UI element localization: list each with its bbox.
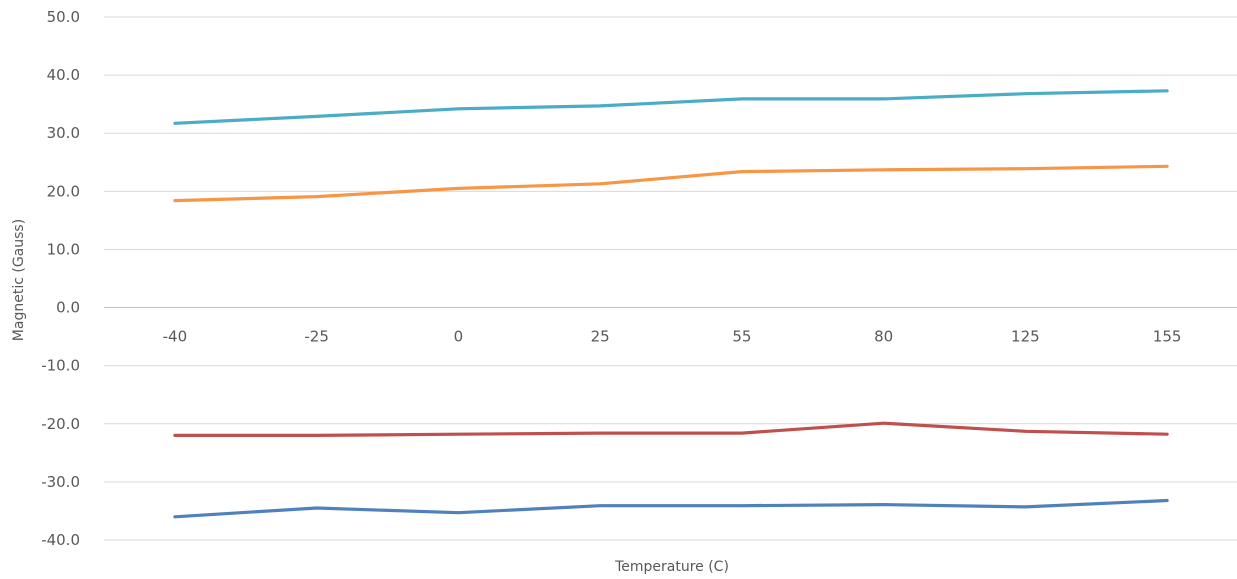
x-tick-label: -25 [304, 328, 329, 346]
y-axis-ticks: 50.0 40.0 30.0 20.0 10.0 0.0 -10.0 -20.0 -30.0 -4… [41, 8, 80, 549]
y-tick-label: 40.0 [47, 66, 80, 84]
y-tick-label: 10.0 [47, 240, 80, 258]
series-line-3 [173, 421, 1169, 437]
x-tick-label: -40 [163, 328, 188, 346]
y-tick-label: -30.0 [41, 473, 80, 491]
y-tick-label: -20.0 [41, 415, 80, 433]
y-tick-label: 30.0 [47, 124, 80, 142]
x-tick-label: 25 [591, 328, 610, 346]
y-tick-label: 20.0 [47, 182, 80, 200]
y-axis-title: Magnetic (Gauss) [11, 219, 27, 341]
x-axis-title: Temperature (C) [614, 559, 729, 575]
series-line-2 [173, 164, 1169, 203]
x-tick-label: 155 [1153, 328, 1182, 346]
y-tick-label: -40.0 [41, 531, 80, 549]
x-tick-label: 55 [732, 328, 751, 346]
y-tick-label: 50.0 [47, 8, 80, 26]
y-tick-label: -10.0 [41, 357, 80, 375]
x-tick-label: 80 [874, 328, 893, 346]
series-line-4 [173, 498, 1169, 519]
x-tick-label: 125 [1011, 328, 1040, 346]
x-axis-ticks: -40 -25 0 25 55 80 125 155 [163, 328, 1182, 346]
gridlines [104, 16, 1237, 541]
y-tick-label: 0.0 [56, 299, 80, 317]
x-tick-label: 0 [454, 328, 464, 346]
series-lines [173, 89, 1169, 519]
series-line-1 [173, 89, 1169, 125]
